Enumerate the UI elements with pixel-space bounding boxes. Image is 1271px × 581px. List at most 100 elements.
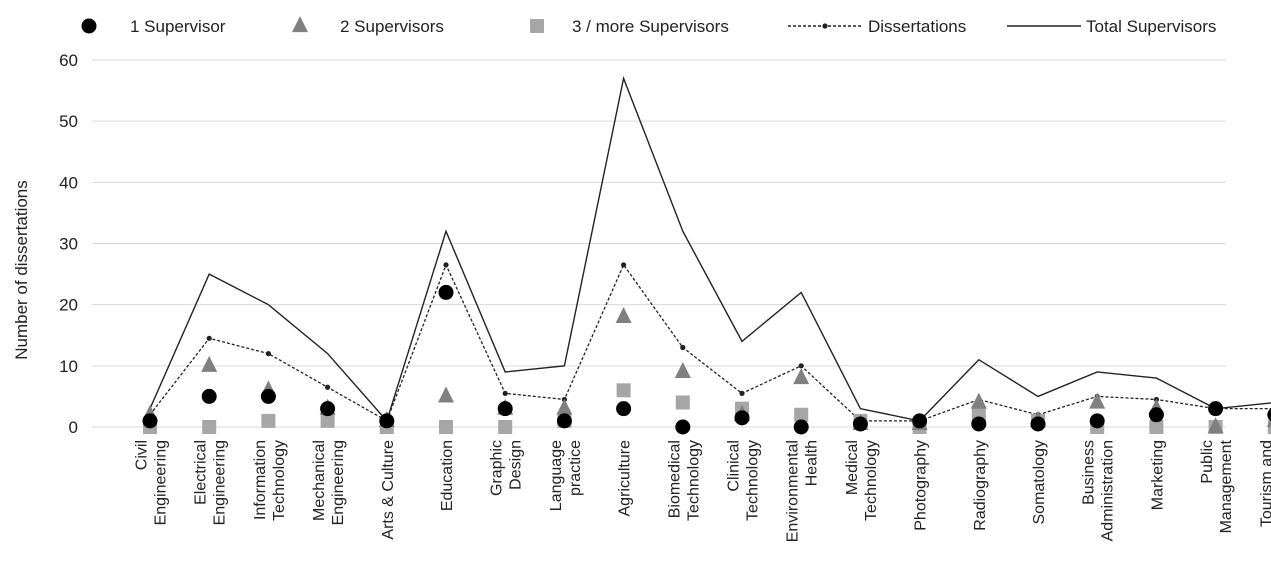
y-tick-label: 10 xyxy=(59,357,78,376)
x-tick-label-line: Clinical xyxy=(726,440,743,492)
legend-label: 3 / more Supervisors xyxy=(572,17,729,36)
x-tick-label-line: Civil xyxy=(134,440,151,470)
x-tick-label-line: Language xyxy=(548,440,565,511)
y-tick-label: 50 xyxy=(59,112,78,131)
y-axis-title: Number of dissertations xyxy=(12,180,31,360)
dissertations-point xyxy=(265,351,271,357)
two-supervisors-point xyxy=(615,306,632,323)
x-tick-label-line: Technology xyxy=(685,440,702,521)
legend-label: Dissertations xyxy=(868,17,966,36)
two-supervisors-point xyxy=(1207,417,1224,434)
three-plus-supervisors-point xyxy=(794,407,809,422)
legend-symbol xyxy=(292,16,308,33)
x-tick-label: Civil Engineering xyxy=(134,440,170,525)
three-plus-supervisors-point xyxy=(675,395,690,410)
x-tick-label-line: Environmental xyxy=(785,440,802,542)
x-tick-label: Education xyxy=(439,440,456,511)
legend-item: 3 / more Supervisors xyxy=(530,17,729,36)
y-tick-label: 40 xyxy=(59,173,78,192)
legend-symbol-dot xyxy=(822,23,828,29)
two-supervisors-point xyxy=(556,398,573,415)
x-tick-label-line: Engineering xyxy=(330,440,347,525)
x-tick-label: Clinical Technology xyxy=(726,440,762,521)
dissertations-point xyxy=(739,390,745,396)
x-axis: Civil Engineering Electrical Engineering Inf… xyxy=(134,439,1271,542)
x-tick-label: Public Management xyxy=(1199,439,1235,533)
x-tick-label-line: Business xyxy=(1081,440,1098,505)
three-plus-supervisors-point xyxy=(202,420,217,434)
one-supervisor-point xyxy=(1089,413,1105,429)
x-tick-label-line: Administration xyxy=(1100,440,1117,541)
x-tick-label-line: Mechanical xyxy=(311,440,328,521)
one-supervisor-point xyxy=(260,388,276,404)
x-tick-label-line: Radiography xyxy=(972,440,989,531)
x-tick-label-line: Technology xyxy=(745,440,762,521)
x-tick-label: Business Administration xyxy=(1081,440,1117,541)
legend-item: Dissertations xyxy=(788,17,966,36)
x-tick-label: Mechanical Engineering xyxy=(311,440,347,525)
x-tick-label: Language practice xyxy=(548,440,584,511)
gridlines xyxy=(92,59,1226,428)
series-line-dissertations xyxy=(149,263,1271,422)
x-tick-label: Environmental Health xyxy=(785,440,821,542)
y-tick-label: 0 xyxy=(69,418,78,437)
three-plus-supervisors-point xyxy=(616,383,631,398)
x-tick-label: Marketing xyxy=(1149,440,1166,510)
one-supervisor-point xyxy=(1208,401,1224,417)
x-tick-label-line: Graphic xyxy=(489,440,506,496)
x-tick-label-line: Arts & Culture xyxy=(380,440,397,540)
x-tick-label: Medical Technology xyxy=(844,440,880,521)
x-tick-label-line: Public xyxy=(1199,440,1216,484)
two-supervisors-point xyxy=(1089,392,1106,409)
series-line-total-supervisors xyxy=(149,75,1271,423)
one-supervisor-point xyxy=(616,401,632,417)
x-tick-label-line: Engineering xyxy=(212,440,229,525)
legend: 1 Supervisor 2 Supervisors 3 / more Superv… xyxy=(81,16,1216,36)
x-tick-label-line: Technology xyxy=(271,440,288,521)
dissertations-point xyxy=(325,384,331,390)
x-tick-label: Arts & Culture xyxy=(380,440,397,540)
two-supervisors-point xyxy=(1266,418,1271,427)
dissertations-point xyxy=(502,390,508,396)
x-tick-label: Biomedical Technology xyxy=(666,440,702,521)
two-supervisors-point xyxy=(201,355,218,372)
three-plus-supervisors-point xyxy=(261,413,276,428)
one-supervisor-point xyxy=(201,388,217,404)
plot-area xyxy=(142,75,1271,435)
one-supervisor-point xyxy=(142,413,158,429)
one-supervisor-point xyxy=(971,416,987,432)
one-supervisor-point xyxy=(793,419,809,435)
one-supervisor-point xyxy=(497,401,513,417)
one-supervisor-point xyxy=(1148,407,1164,423)
x-tick-label-line: Biomedical xyxy=(666,440,683,518)
legend-symbol xyxy=(81,18,97,34)
legend-item: Total Supervisors xyxy=(1007,17,1216,36)
one-supervisor-point xyxy=(912,413,928,429)
one-supervisor-point xyxy=(675,419,691,435)
dissertations-point xyxy=(680,344,686,351)
one-supervisor-point xyxy=(438,284,454,300)
x-tick-label-line: Technology xyxy=(863,440,880,521)
two-supervisors-point xyxy=(438,386,454,403)
x-tick-label-line: Tourism and xyxy=(1258,440,1271,527)
x-tick-label-line: Health xyxy=(804,440,821,486)
x-tick-label: Information Technology xyxy=(252,440,288,521)
y-tick-label: 60 xyxy=(59,51,78,70)
x-tick-label-line: Information xyxy=(252,440,269,520)
x-tick-label: Graphic Design xyxy=(489,440,525,496)
x-tick-label-line: practice xyxy=(567,440,584,496)
legend-label: 1 Supervisor xyxy=(130,17,226,36)
one-supervisor-point xyxy=(734,410,750,426)
three-plus-supervisors-point xyxy=(498,420,513,434)
dissertations-point xyxy=(798,363,804,369)
x-tick-label-line: Design xyxy=(508,440,525,490)
one-supervisor-point xyxy=(1030,416,1046,432)
three-plus-supervisors-point xyxy=(1267,420,1271,434)
one-supervisor-point xyxy=(1267,408,1271,422)
y-axis: 0 10 20 30 40 50 60 xyxy=(59,51,78,437)
x-tick-label-line: Electrical xyxy=(193,440,210,505)
x-tick-label: Agriculture xyxy=(617,440,634,517)
x-tick-label-line: Management xyxy=(1218,439,1235,533)
x-tick-label: Somatology xyxy=(1031,440,1048,525)
